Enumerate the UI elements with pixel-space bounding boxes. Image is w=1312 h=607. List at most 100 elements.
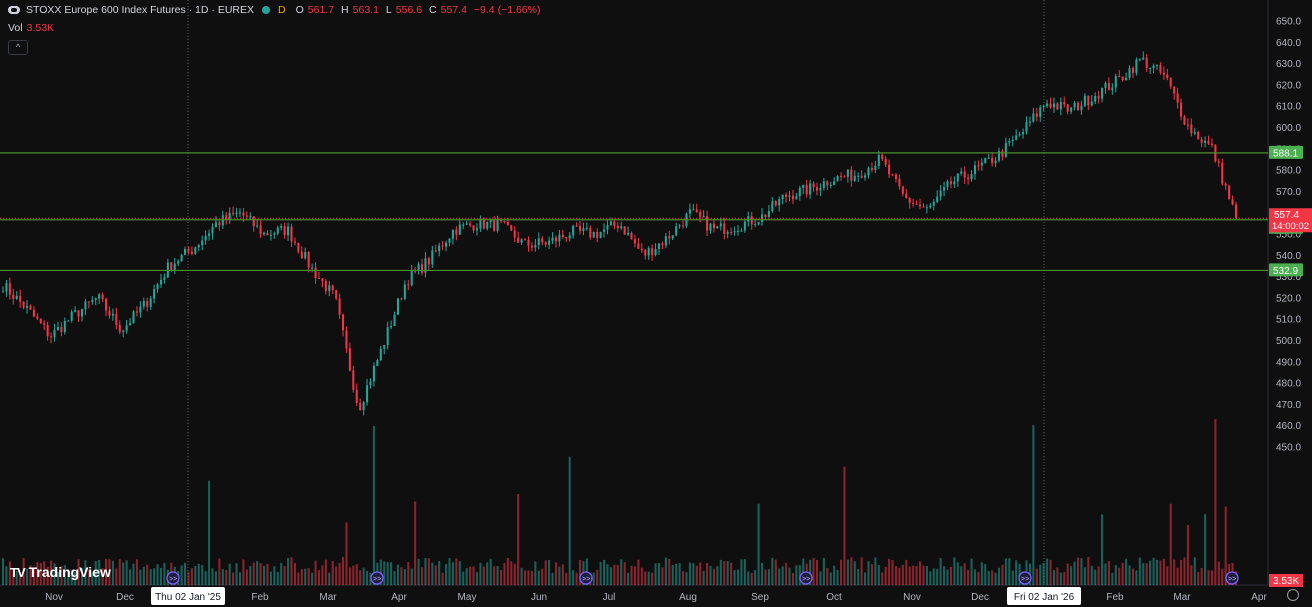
volume-bar — [991, 570, 994, 585]
volume-bar — [572, 570, 575, 585]
volume-bar — [359, 570, 362, 585]
volume-bar — [839, 559, 843, 585]
y-tick-label: 500.0 — [1276, 336, 1301, 347]
volume-bar — [881, 572, 884, 585]
candle-body — [403, 284, 406, 299]
volume-bar — [1221, 568, 1224, 585]
volume-bar — [908, 566, 911, 585]
volume-bar — [795, 565, 798, 585]
volume-bar — [393, 571, 396, 585]
volume-bar — [630, 565, 633, 585]
volume-bar — [929, 571, 932, 585]
volume-bar — [256, 561, 259, 585]
volume-bar — [1131, 568, 1134, 585]
candle-body — [970, 174, 973, 180]
volume-bar — [228, 563, 231, 585]
candle-body — [506, 222, 509, 226]
volume-bar — [685, 572, 688, 585]
candle-body — [53, 329, 56, 338]
candle-body — [228, 212, 231, 220]
volume-bar — [1210, 570, 1213, 585]
candle-body — [455, 229, 458, 235]
candle-body — [208, 233, 211, 236]
volume-bar — [482, 566, 485, 585]
volume-bar — [39, 562, 42, 585]
candle-body — [1083, 95, 1086, 106]
volume-bar — [434, 565, 437, 585]
candle-body — [922, 206, 925, 208]
candle-body — [1224, 183, 1227, 186]
candle-body — [489, 219, 492, 222]
candle-body — [149, 298, 152, 307]
change-value: −9.4 (−1.66%) — [473, 4, 541, 16]
candle-body — [977, 165, 980, 167]
event-marker-glyph: >> — [802, 576, 810, 583]
volume-bar — [225, 570, 228, 585]
candle-body — [1145, 57, 1148, 69]
collapse-legend-button[interactable]: ^ — [8, 40, 28, 55]
candle-body — [283, 226, 286, 236]
volume-bar — [400, 567, 403, 585]
x-tick-label: Apr — [391, 592, 407, 603]
volume-bar — [355, 564, 358, 585]
candle-body — [544, 242, 547, 245]
volume-bar — [87, 569, 90, 585]
candle-body — [582, 228, 585, 231]
volume-label: Vol — [8, 22, 23, 34]
axis-settings-icon[interactable] — [1287, 589, 1299, 601]
volume-bar — [1162, 558, 1165, 585]
candle-body — [204, 235, 207, 241]
volume-bar — [963, 563, 966, 585]
candle-body — [187, 248, 190, 252]
candle-body — [644, 250, 647, 256]
candle-body — [678, 225, 681, 227]
volume-bar — [280, 562, 283, 585]
volume-bar — [599, 561, 602, 585]
volume-bar — [204, 571, 207, 585]
volume-bar — [67, 571, 70, 585]
volume-bar — [441, 572, 444, 585]
candle-body — [1004, 142, 1007, 157]
volume-tag — [1269, 574, 1303, 587]
candle-body — [1169, 78, 1172, 87]
volume-bar — [414, 501, 417, 585]
volume-bar — [403, 569, 406, 585]
candle-body — [245, 215, 248, 217]
volume-bar — [1183, 557, 1186, 585]
candle-body — [716, 226, 719, 229]
candle-body — [901, 186, 904, 194]
volume-bar — [26, 568, 29, 585]
candle-body — [139, 306, 142, 313]
candle-body — [671, 235, 674, 239]
volume-bar — [184, 562, 187, 585]
candle-body — [578, 225, 582, 231]
candle-body — [256, 225, 259, 227]
volume-bar — [843, 466, 846, 585]
candle-body — [499, 220, 503, 222]
volume-bar — [905, 559, 908, 585]
candle-body — [575, 225, 578, 227]
candle-body — [1204, 140, 1207, 143]
candle-body — [122, 330, 125, 332]
event-marker-glyph: >> — [169, 576, 177, 583]
candle-body — [1186, 124, 1189, 126]
candle-body — [898, 178, 901, 187]
volume-bar — [1159, 560, 1162, 585]
candle-body — [475, 228, 478, 231]
volume-bar — [616, 564, 619, 585]
volume-bar — [723, 561, 726, 585]
symbol-title[interactable]: STOXX Europe 600 Index Futures · 1D · EU… — [26, 4, 254, 16]
candle-body — [19, 295, 22, 302]
candle-body — [32, 309, 35, 317]
volume-bar — [939, 558, 942, 585]
volume-bar — [1193, 557, 1196, 585]
volume-bar — [870, 564, 873, 585]
volume-bar — [688, 562, 691, 585]
volume-bar — [644, 571, 647, 585]
level-label-bg — [1269, 263, 1303, 277]
candle-body — [836, 175, 839, 182]
candle-body — [280, 226, 283, 228]
x-tick-label: Nov — [45, 592, 63, 603]
candle-body — [1008, 141, 1011, 143]
